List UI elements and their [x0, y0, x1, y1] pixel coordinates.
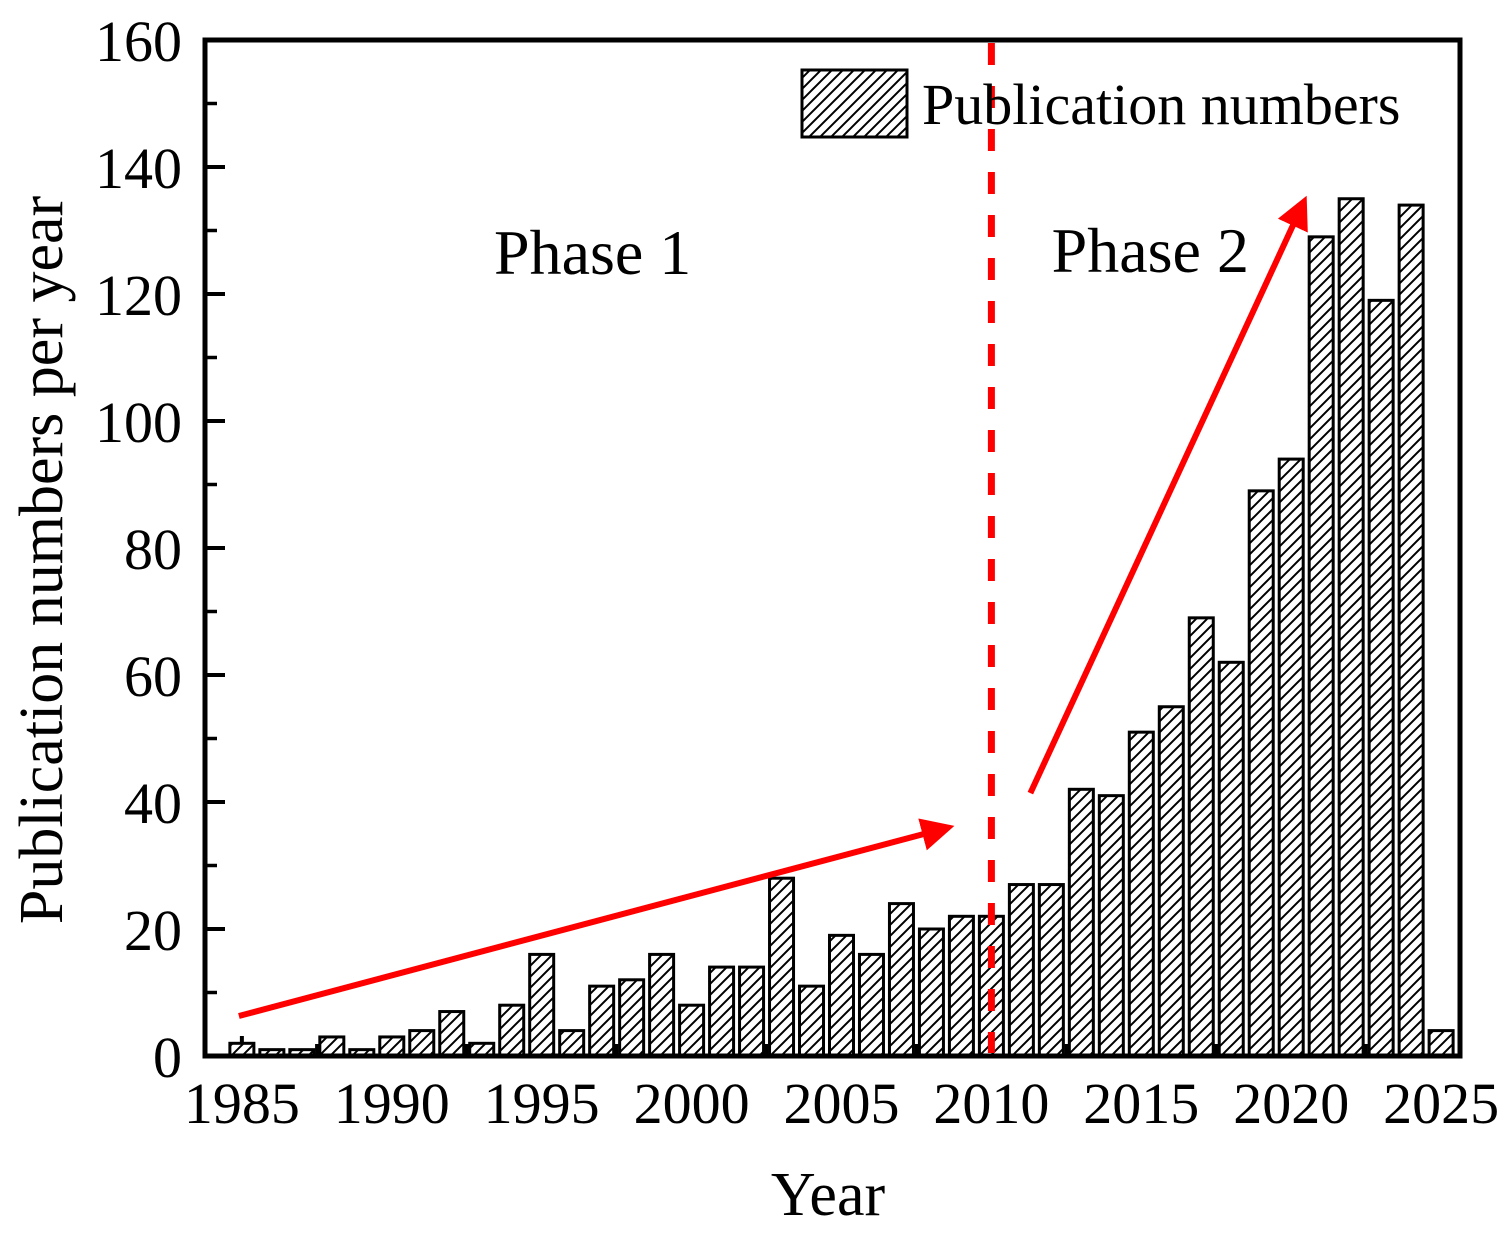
x-tick-label: 2010 — [933, 1071, 1049, 1136]
bar-year-2009 — [947, 914, 975, 1058]
bar-year-1991 — [408, 1029, 436, 1058]
bar-year-2012 — [1037, 883, 1065, 1058]
bar-year-2024 — [1397, 203, 1425, 1058]
phase-1-annotation: Phase 1 — [494, 217, 691, 288]
legend-hatched-swatch — [800, 68, 909, 139]
bar-year-2005 — [827, 933, 855, 1058]
axis-tick-labels: 1985 1990 1995 2000 2005 2010 2015 2020 2025 0 20 4… — [95, 9, 1499, 1136]
trend-arrows — [238, 195, 1308, 1019]
bar-year-1990 — [378, 1035, 406, 1058]
y-axis-title: Publication numbers per year — [8, 196, 76, 925]
bar-year-2008 — [917, 927, 945, 1058]
y-tick-label: 120 — [95, 263, 182, 328]
y-tick-label: 160 — [95, 9, 182, 74]
bar-year-2014 — [1097, 794, 1125, 1058]
bar-year-2004 — [798, 984, 826, 1058]
bar-year-2011 — [1007, 883, 1035, 1058]
bar-year-2022 — [1337, 197, 1365, 1058]
bar-year-1996 — [558, 1029, 586, 1058]
x-tick-label: 2025 — [1383, 1071, 1499, 1136]
bar-year-2003 — [768, 876, 796, 1058]
phase-2-annotation: Phase 2 — [1052, 215, 1249, 286]
bar-year-1999 — [648, 952, 676, 1058]
x-tick-label: 1990 — [334, 1071, 450, 1136]
bar-year-1988 — [318, 1035, 346, 1058]
bar-year-2019 — [1247, 489, 1275, 1058]
y-tick-label: 20 — [124, 898, 182, 963]
x-tick-label: 2005 — [783, 1071, 899, 1136]
bar-year-2016 — [1157, 705, 1185, 1058]
bar-year-2006 — [857, 952, 885, 1058]
y-tick-label: 100 — [95, 390, 182, 455]
y-tick-label: 0 — [153, 1025, 182, 1090]
x-tick-label: 1995 — [484, 1071, 600, 1136]
plot-frame — [202, 37, 1463, 1059]
x-tick-label: 2020 — [1233, 1071, 1349, 1136]
trend-arrow-phase-1 — [238, 818, 955, 1019]
bar-year-2000 — [678, 1003, 706, 1058]
bar-year-2002 — [738, 965, 766, 1058]
y-tick-label: 80 — [124, 517, 182, 582]
bar-year-1998 — [618, 978, 646, 1058]
bar-year-1995 — [528, 952, 556, 1058]
bar-year-2020 — [1277, 457, 1305, 1058]
y-tick-label: 140 — [95, 136, 182, 201]
bar-year-2018 — [1217, 660, 1245, 1058]
x-tick-label: 2015 — [1083, 1071, 1199, 1136]
legend: Publication numbers — [800, 68, 1400, 139]
bar-year-2001 — [708, 965, 736, 1058]
bar-year-1992 — [438, 1010, 466, 1058]
legend-label: Publication numbers — [922, 72, 1400, 137]
bars — [228, 197, 1455, 1058]
bar-year-2015 — [1127, 730, 1155, 1058]
bar-year-2021 — [1307, 235, 1335, 1058]
y-tick-label: 40 — [124, 771, 182, 836]
x-axis-title: Year — [771, 1161, 886, 1229]
trend-arrow-phase-2 — [1027, 195, 1308, 795]
x-tick-label: 2000 — [634, 1071, 750, 1136]
bar-year-1997 — [588, 984, 616, 1058]
y-tick-label: 60 — [124, 644, 182, 709]
bar-year-2007 — [887, 902, 915, 1058]
bar-year-2017 — [1187, 616, 1215, 1058]
bar-year-2025 — [1427, 1029, 1455, 1058]
x-tick-label: 1985 — [184, 1071, 300, 1136]
bar-year-1994 — [498, 1003, 526, 1058]
bar-year-2013 — [1067, 787, 1095, 1058]
bar-year-2023 — [1367, 298, 1395, 1058]
